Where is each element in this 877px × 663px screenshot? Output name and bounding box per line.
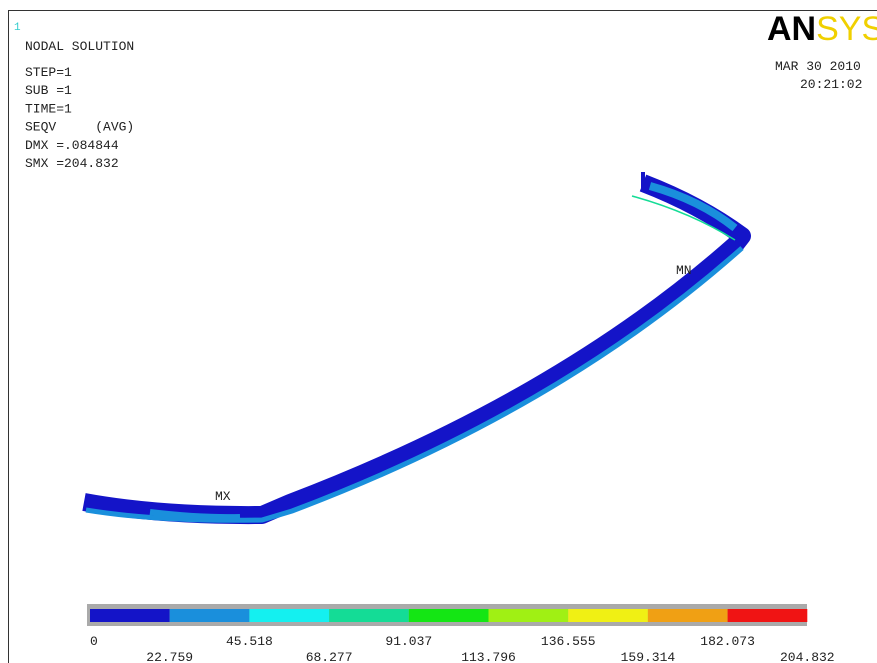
header-line: STEP=1 — [25, 65, 72, 80]
date: MAR 30 2010 — [775, 59, 861, 74]
legend-value: 113.796 — [461, 650, 516, 663]
legend-value: 68.277 — [306, 650, 353, 663]
legend-value: 136.555 — [541, 634, 596, 649]
legend-band — [648, 609, 728, 622]
legend-band — [90, 609, 170, 622]
legend-band — [728, 609, 808, 622]
legend-value: 91.037 — [385, 634, 432, 649]
min-label: MN — [676, 263, 692, 278]
header-title: NODAL SOLUTION — [25, 39, 134, 54]
legend-band — [249, 609, 329, 622]
header-line: TIME=1 — [25, 101, 72, 116]
legend-band — [489, 609, 569, 622]
legend-value: 204.832 — [780, 650, 835, 663]
legend-value: 182.073 — [700, 634, 755, 649]
header-line: SMX =204.832 — [25, 156, 119, 171]
header-line: DMX =.084844 — [25, 138, 119, 153]
legend-value: 22.759 — [146, 650, 193, 663]
ansys-window: 1 NODAL SOLUTION STEP=1 SUB =1 TIME=1 SEQV … — [0, 0, 877, 663]
header-line: SEQV (AVG) — [25, 120, 134, 135]
background — [0, 0, 877, 663]
legend-band — [409, 609, 489, 622]
legend-band — [170, 609, 250, 622]
header-line: SUB =1 — [25, 83, 72, 98]
legend-value: 159.314 — [621, 650, 676, 663]
legend-value: 45.518 — [226, 634, 273, 649]
logo-light: SYS — [816, 10, 877, 48]
logo: ANSYS — [767, 10, 877, 48]
legend-band — [568, 609, 648, 622]
legend-band — [329, 609, 409, 622]
logo-dark: AN — [767, 10, 816, 48]
time: 20:21:02 — [800, 77, 862, 92]
legend-value: 0 — [90, 634, 98, 649]
max-label: MX — [215, 489, 231, 504]
window-number: 1 — [14, 22, 21, 34]
